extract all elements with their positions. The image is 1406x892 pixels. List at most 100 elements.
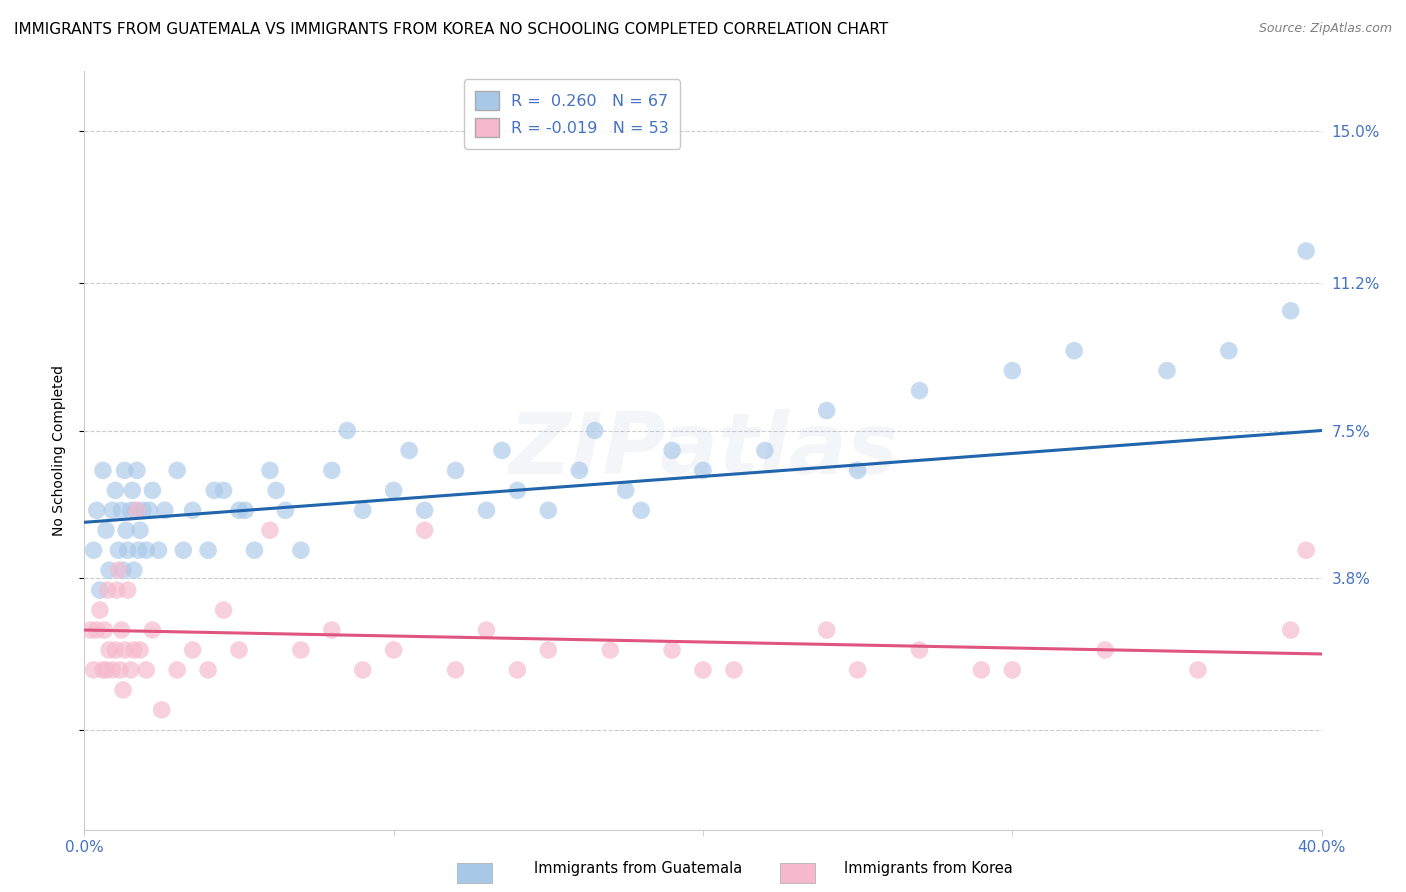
Point bbox=[264, 483, 287, 498]
Point bbox=[125, 463, 148, 477]
Text: ZIPatlas: ZIPatlas bbox=[508, 409, 898, 492]
Point bbox=[290, 643, 312, 657]
Point bbox=[122, 643, 145, 657]
Point bbox=[908, 643, 931, 657]
Point bbox=[398, 443, 420, 458]
Point bbox=[124, 503, 146, 517]
Point bbox=[352, 503, 374, 517]
Point bbox=[172, 543, 194, 558]
Point bbox=[506, 663, 529, 677]
Point bbox=[630, 503, 652, 517]
Point bbox=[166, 663, 188, 677]
Point bbox=[125, 503, 148, 517]
Point bbox=[321, 623, 343, 637]
Legend: R =  0.260   N = 67, R = -0.019   N = 53: R = 0.260 N = 67, R = -0.019 N = 53 bbox=[464, 79, 681, 149]
Point bbox=[153, 503, 176, 517]
Point bbox=[181, 503, 204, 517]
Point bbox=[79, 623, 101, 637]
Point bbox=[101, 503, 124, 517]
Point bbox=[117, 543, 139, 558]
Point bbox=[723, 663, 745, 677]
Point bbox=[970, 663, 993, 677]
Point bbox=[908, 384, 931, 398]
Point bbox=[197, 543, 219, 558]
Point bbox=[129, 643, 152, 657]
Point bbox=[135, 663, 157, 677]
Point bbox=[754, 443, 776, 458]
Point bbox=[89, 583, 111, 598]
Point bbox=[1218, 343, 1240, 358]
Point bbox=[112, 563, 135, 577]
Point bbox=[122, 563, 145, 577]
Point bbox=[475, 623, 498, 637]
Point bbox=[692, 463, 714, 477]
Point bbox=[228, 503, 250, 517]
Point bbox=[104, 643, 127, 657]
Point bbox=[148, 543, 170, 558]
Point bbox=[115, 523, 138, 537]
Point bbox=[150, 703, 173, 717]
Point bbox=[1094, 643, 1116, 657]
Point bbox=[212, 603, 235, 617]
Point bbox=[243, 543, 266, 558]
Point bbox=[846, 663, 869, 677]
Point bbox=[94, 663, 117, 677]
Point bbox=[568, 463, 591, 477]
Point bbox=[475, 503, 498, 517]
Point bbox=[274, 503, 297, 517]
Point bbox=[166, 463, 188, 477]
Y-axis label: No Schooling Completed: No Schooling Completed bbox=[52, 365, 66, 536]
Point bbox=[83, 663, 105, 677]
Point bbox=[1063, 343, 1085, 358]
Point bbox=[1295, 244, 1317, 258]
Point bbox=[1279, 303, 1302, 318]
Point bbox=[135, 543, 157, 558]
Point bbox=[89, 603, 111, 617]
Point bbox=[132, 503, 155, 517]
Point bbox=[1001, 663, 1024, 677]
Text: Source: ZipAtlas.com: Source: ZipAtlas.com bbox=[1258, 22, 1392, 36]
Point bbox=[197, 663, 219, 677]
Point bbox=[846, 463, 869, 477]
Point bbox=[661, 643, 683, 657]
Point bbox=[98, 563, 121, 577]
Point bbox=[661, 443, 683, 458]
Point bbox=[107, 563, 129, 577]
Point bbox=[614, 483, 637, 498]
Point bbox=[86, 503, 108, 517]
Text: Immigrants from Guatemala: Immigrants from Guatemala bbox=[534, 861, 742, 876]
Point bbox=[94, 523, 117, 537]
Point bbox=[141, 483, 163, 498]
Point bbox=[352, 663, 374, 677]
Point bbox=[1187, 663, 1209, 677]
Point bbox=[228, 643, 250, 657]
Point bbox=[121, 483, 143, 498]
Point bbox=[120, 663, 142, 677]
Point bbox=[444, 663, 467, 677]
Point bbox=[233, 503, 256, 517]
Point bbox=[114, 643, 136, 657]
Point bbox=[93, 623, 115, 637]
Point bbox=[491, 443, 513, 458]
Point bbox=[599, 643, 621, 657]
Point bbox=[1156, 364, 1178, 378]
Point bbox=[259, 523, 281, 537]
Point bbox=[127, 543, 149, 558]
Point bbox=[96, 583, 118, 598]
Point bbox=[321, 463, 343, 477]
Point bbox=[382, 483, 405, 498]
Point bbox=[1295, 543, 1317, 558]
Point bbox=[138, 503, 160, 517]
Point bbox=[815, 623, 838, 637]
Point bbox=[290, 543, 312, 558]
Point bbox=[105, 583, 128, 598]
Point bbox=[1279, 623, 1302, 637]
Point bbox=[444, 463, 467, 477]
Point bbox=[336, 424, 359, 438]
Point bbox=[537, 503, 560, 517]
Point bbox=[86, 623, 108, 637]
Text: Immigrants from Korea: Immigrants from Korea bbox=[844, 861, 1012, 876]
Point bbox=[110, 503, 132, 517]
Point bbox=[382, 643, 405, 657]
Point bbox=[120, 503, 142, 517]
